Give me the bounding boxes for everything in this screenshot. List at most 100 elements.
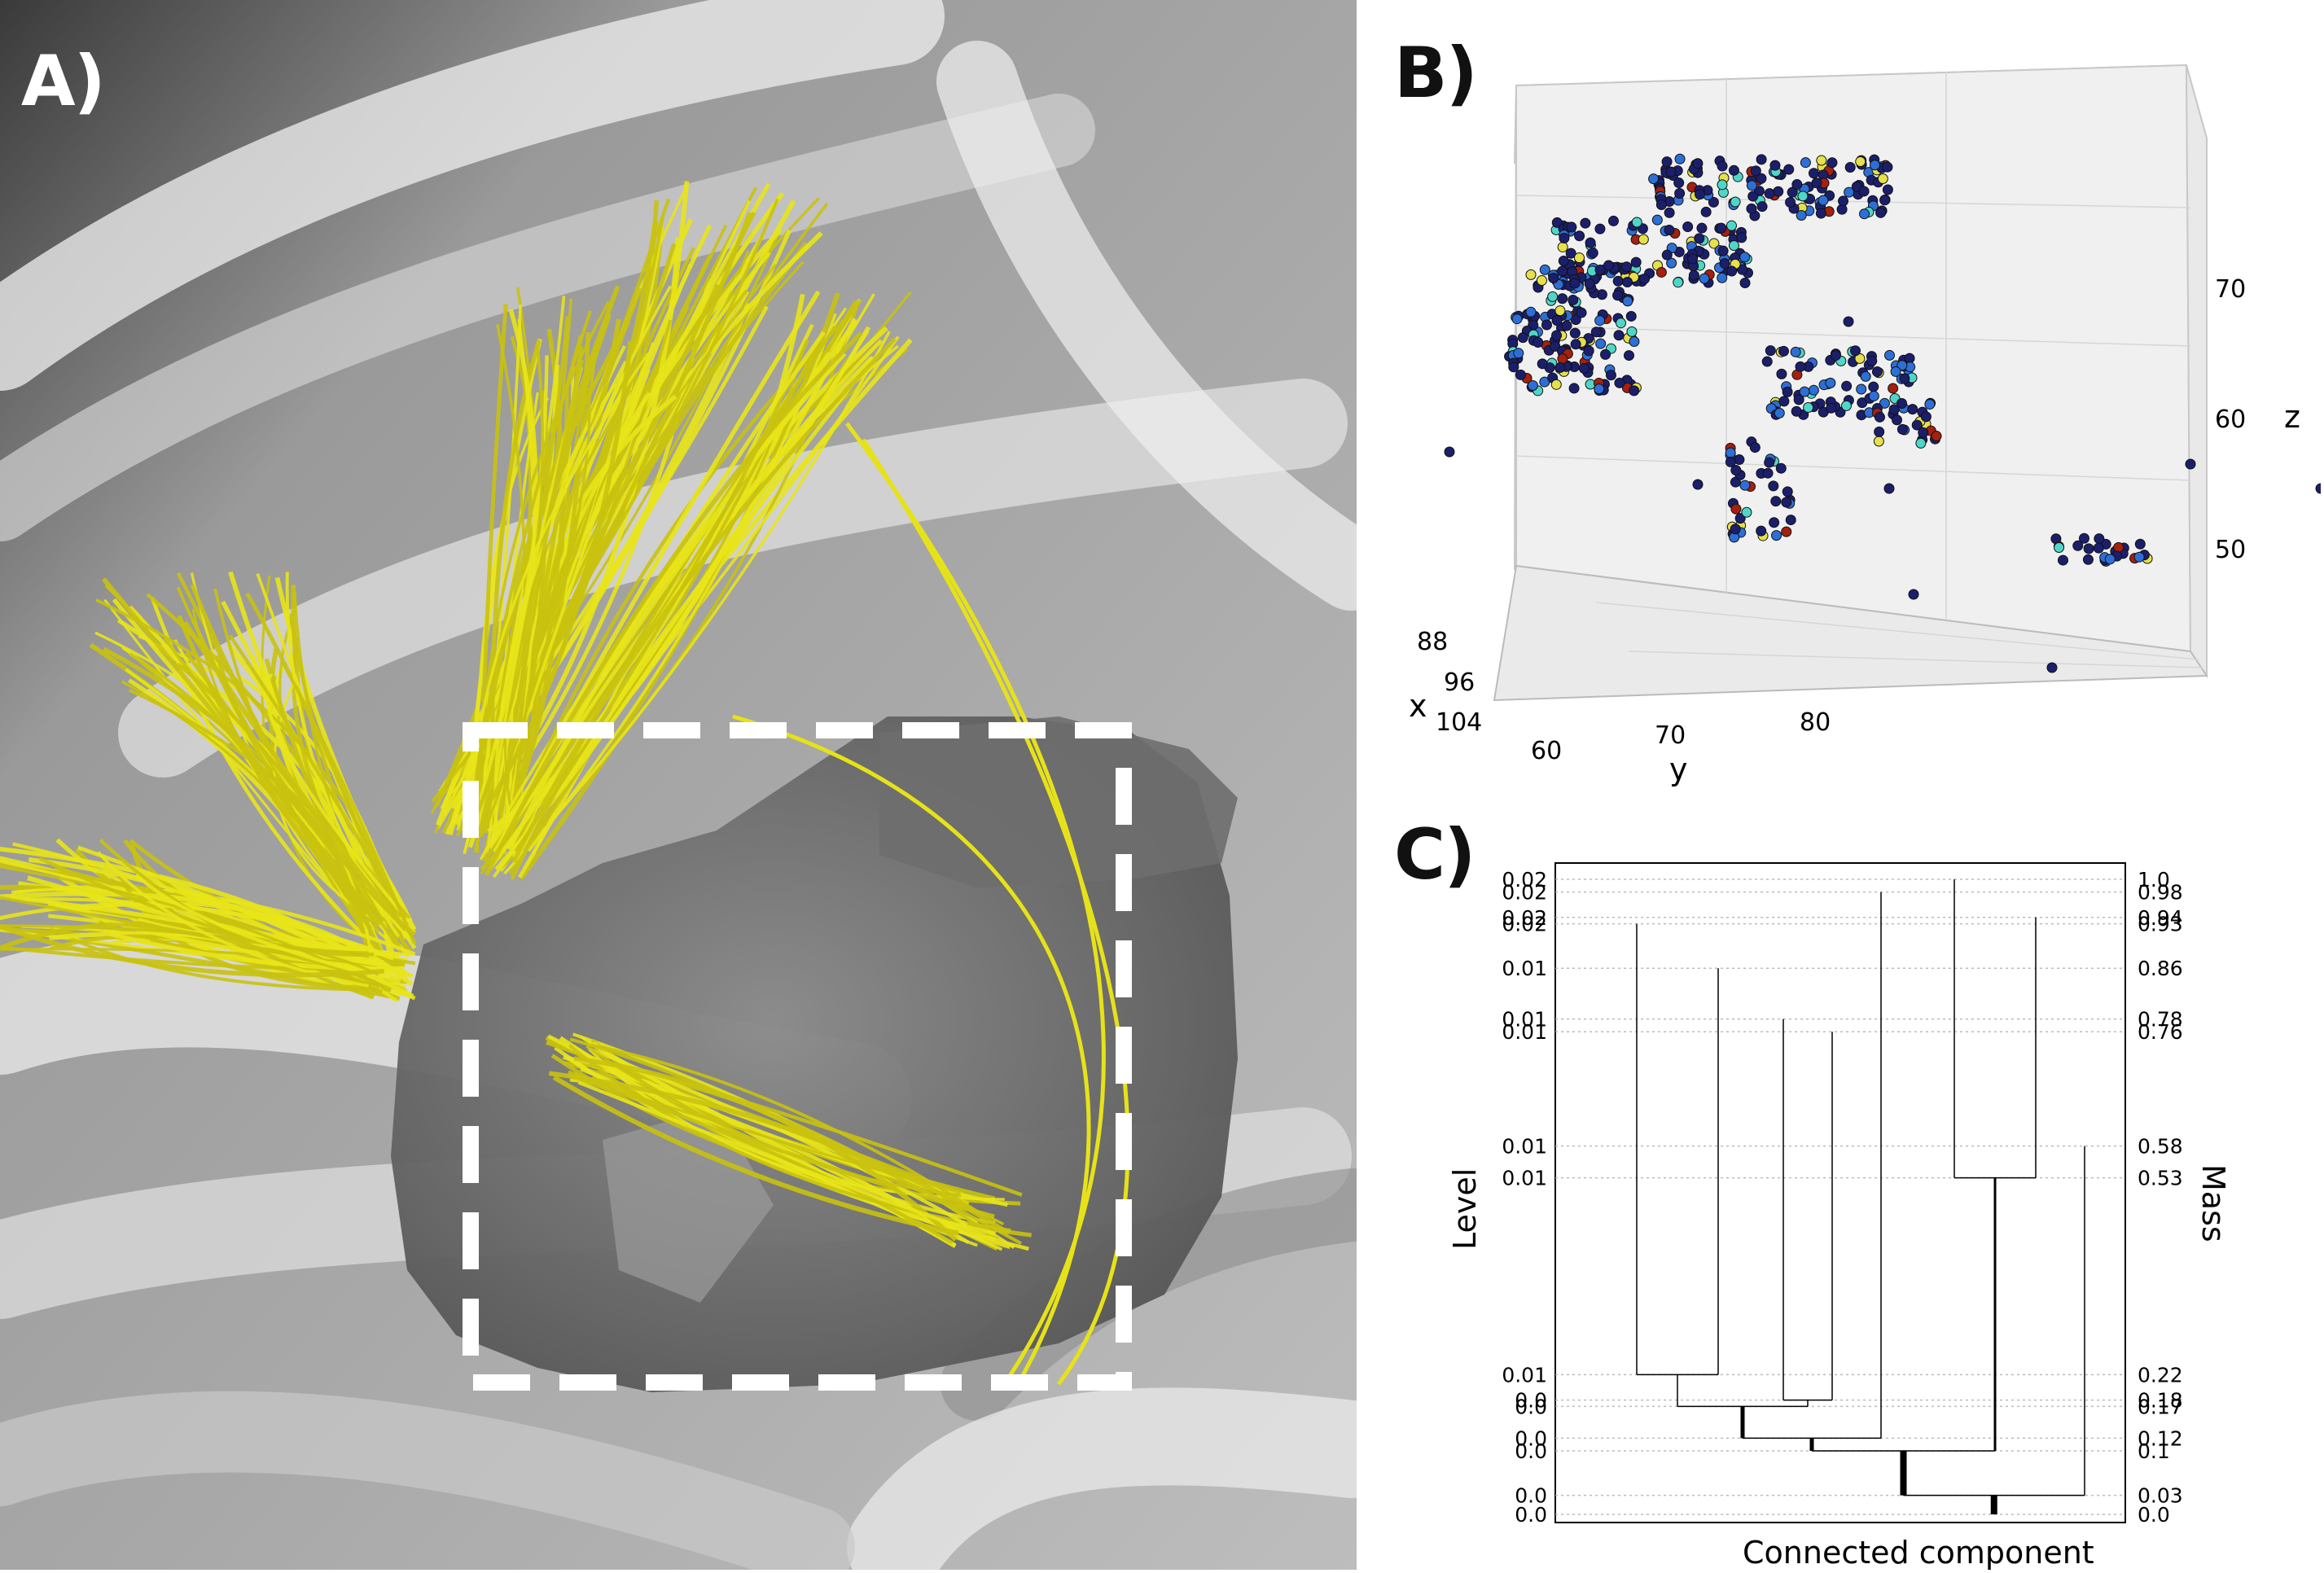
mass-tick-label: 1.0 xyxy=(2138,868,2170,892)
level-tick-label: 0.0 xyxy=(1515,1395,1547,1418)
mass-tick-label: 0.22 xyxy=(2138,1363,2183,1387)
scatter-point xyxy=(1525,306,1537,318)
scatter-point xyxy=(1631,217,1642,228)
fiber-streamline xyxy=(548,1071,1010,1235)
scatter-point xyxy=(1661,156,1673,168)
scatter-point xyxy=(1513,348,1524,359)
scatter-point xyxy=(1756,173,1767,184)
scatter-point xyxy=(1778,396,1790,407)
scatter-point xyxy=(1554,361,1566,373)
scatter-point xyxy=(1616,318,1627,329)
scatter-point xyxy=(1737,264,1748,275)
scatter-point xyxy=(1795,361,1806,372)
scatter-point xyxy=(1791,179,1803,191)
level-tick-label: 0.01 xyxy=(1502,957,1547,980)
scatter-point xyxy=(1797,191,1809,202)
scatter-point xyxy=(1587,248,1598,259)
scatter-point xyxy=(1790,346,1801,357)
scatter-point xyxy=(1816,155,1827,166)
scatter-point xyxy=(1573,252,1585,264)
scatter-point xyxy=(1868,381,1879,392)
scatter-point xyxy=(1612,275,1624,287)
scatter-point xyxy=(1793,394,1804,405)
x-axis-label: Connected component xyxy=(1743,1535,2094,1570)
scatter-point xyxy=(1574,230,1585,242)
scatter-point xyxy=(1808,384,1819,396)
scatter-point xyxy=(1859,208,1870,220)
scatter-point xyxy=(1762,467,1774,479)
fiber-streamline xyxy=(483,340,634,811)
panel-b-3d-scatter: B) 70 60 50 z 88 96 104 xyxy=(1384,33,2324,814)
scatter-point xyxy=(1605,370,1616,381)
fiber-streamline xyxy=(508,327,826,875)
scatter-point xyxy=(2113,541,2124,553)
scatter-point xyxy=(1860,370,1871,382)
scatter-point xyxy=(1554,305,1566,317)
scatter-point xyxy=(1570,314,1581,326)
scatter-point xyxy=(1775,462,1787,474)
mass-ticks: 1.00.980.940.930.860.780.760.580.530.220… xyxy=(2138,868,2183,1527)
scatter-point xyxy=(1739,278,1751,289)
scatter-point xyxy=(1826,402,1837,414)
scatter-point xyxy=(1783,164,1795,175)
scatter-point xyxy=(1896,397,1907,409)
scatter-point xyxy=(1785,515,1796,526)
scatter-point xyxy=(1907,404,1918,415)
scatter-point xyxy=(1854,353,1866,364)
mass-tick-label: 0.86 xyxy=(2138,957,2183,980)
fiber-streamline xyxy=(844,422,1106,1378)
scatter-point xyxy=(1791,405,1802,417)
fiber-streamline xyxy=(463,338,542,835)
scatter-point xyxy=(1557,353,1568,365)
mass-tick-label: 0.93 xyxy=(2138,913,2183,936)
scatter-point xyxy=(1717,272,1728,283)
scatter-point xyxy=(1768,480,1779,492)
y-tick-80: 80 xyxy=(1800,708,1831,737)
scatter-point xyxy=(1584,278,1595,289)
scatter-point xyxy=(1730,524,1741,535)
scatter-point xyxy=(1566,221,1577,233)
fiber-streamline xyxy=(273,679,376,922)
scatter-point xyxy=(1770,496,1782,507)
panel-a-brain-image: A) xyxy=(0,0,1357,1570)
scatter-point xyxy=(1626,326,1638,337)
scatter-point xyxy=(1918,427,1929,438)
scatter-point xyxy=(1594,383,1605,395)
scatter-point xyxy=(1882,161,1893,173)
scatter-point xyxy=(1708,238,1720,249)
scatter-point xyxy=(1622,296,1633,307)
fiber-streamline xyxy=(503,298,862,835)
scatter-point xyxy=(1550,379,1562,390)
scatter-point xyxy=(1875,207,1887,218)
scatter-point xyxy=(2104,554,2116,565)
mass-tick-label: 0.0 xyxy=(2138,1503,2170,1527)
scatter-point xyxy=(1558,255,1569,266)
scatter-point xyxy=(1776,368,1787,379)
scatter-point xyxy=(1511,313,1523,325)
scatter-point xyxy=(1730,503,1742,515)
fiber-streamline xyxy=(567,1074,961,1194)
y-tick-70: 70 xyxy=(1655,721,1686,750)
scatter-point xyxy=(1699,273,1710,284)
scatter-point xyxy=(1692,158,1704,169)
scatter-point xyxy=(1557,241,1568,252)
mass-tick-label: 0.58 xyxy=(2138,1135,2183,1159)
scatter-point xyxy=(1756,201,1768,213)
scatter-point xyxy=(1700,206,1712,217)
scatter-point xyxy=(1548,272,1559,283)
level-tick-label: 0.0 xyxy=(1515,1484,1547,1508)
mass-tick-label: 0.18 xyxy=(2138,1389,2183,1413)
brain-tractography-figure xyxy=(0,0,1357,1570)
dashed-region-box xyxy=(463,722,1132,1391)
scatter-point xyxy=(1570,339,1581,350)
scatter-point xyxy=(1533,337,1544,348)
level-tick-label: 0.02 xyxy=(1502,913,1547,936)
scatter-point xyxy=(1826,157,1838,169)
scatter-point xyxy=(1849,345,1861,357)
scatter-point xyxy=(1561,320,1572,331)
scatter-point xyxy=(1576,307,1587,318)
fiber-streamline xyxy=(0,924,384,978)
scatter-point xyxy=(2094,533,2105,545)
scatter-point xyxy=(1730,196,1741,208)
panel-c-dendrogram: C) 0.02 0.02 0.02 0.02 0.01 0.01 0.01 0.01 0.01 0… xyxy=(1384,814,2321,1571)
